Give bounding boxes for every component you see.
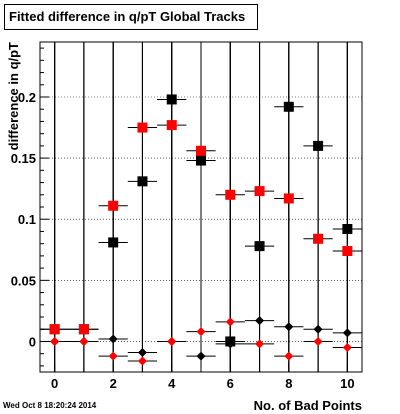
data-point-diamond <box>137 356 147 366</box>
data-point-square <box>313 140 324 151</box>
data-point-square <box>283 101 294 112</box>
y-tick-label: 0.15 <box>11 151 36 166</box>
data-point-diamond <box>108 334 118 344</box>
timestamp: Wed Oct 8 18:20:24 2014 <box>3 401 97 410</box>
x-tick-label: 2 <box>110 376 117 391</box>
data-point-diamond <box>108 351 118 361</box>
data-point-diamond <box>284 322 294 332</box>
data-point-square <box>108 237 119 248</box>
markers <box>49 94 353 366</box>
data-point-diamond <box>196 327 206 337</box>
axis-ticks <box>40 47 348 372</box>
data-point-square <box>137 176 148 187</box>
data-point-square <box>342 246 353 256</box>
chart-title: Fitted difference in q/pT Global Tracks <box>4 4 258 30</box>
data-point-square <box>225 189 236 200</box>
tick-labels: 0 2 4 6 8 10 0 0.05 0.1 0.15 0.2 <box>11 90 355 391</box>
data-point-square <box>166 94 177 105</box>
data-point-square <box>313 233 324 244</box>
data-point-diamond <box>255 339 265 349</box>
data-point-square <box>108 200 119 211</box>
data-point-square <box>283 193 294 204</box>
data-point-diamond <box>50 336 60 346</box>
data-point-square <box>78 324 89 335</box>
y-tick-label: 0.05 <box>11 273 36 288</box>
data-point-diamond <box>167 336 177 346</box>
data-point-diamond <box>225 317 235 327</box>
data-point-diamond <box>137 347 147 357</box>
data-point-diamond <box>255 316 265 326</box>
data-point-square <box>254 241 265 252</box>
data-point-square <box>49 324 60 335</box>
data-point-square <box>196 145 206 156</box>
data-point-diamond <box>284 351 294 361</box>
data-point-square <box>342 224 353 234</box>
y-tick-label: 0 <box>29 334 36 349</box>
x-tick-label: 6 <box>227 376 234 391</box>
y-axis-title: difference in q/pT <box>6 42 21 150</box>
data-point-diamond <box>313 336 323 346</box>
data-point-diamond <box>79 336 89 346</box>
x-tick-label: 0 <box>51 376 58 391</box>
x-tick-label: 10 <box>340 376 354 391</box>
x-tick-label: 8 <box>285 376 292 391</box>
y-tick-label: 0.2 <box>18 90 36 105</box>
data-point-diamond <box>196 351 206 361</box>
y-tick-label: 0.1 <box>18 212 36 227</box>
data-point-diamond <box>225 339 235 349</box>
data-point-square <box>137 122 148 133</box>
data-point-square <box>254 186 265 197</box>
x-tick-label: 4 <box>168 376 176 391</box>
data-point-diamond <box>313 324 323 334</box>
data-point-square <box>196 155 206 166</box>
x-axis-title: No. of Bad Points <box>254 398 362 413</box>
data-point-square <box>166 120 177 131</box>
data-point-diamond <box>342 343 352 353</box>
error-bars <box>40 42 362 372</box>
data-point-diamond <box>342 328 352 338</box>
